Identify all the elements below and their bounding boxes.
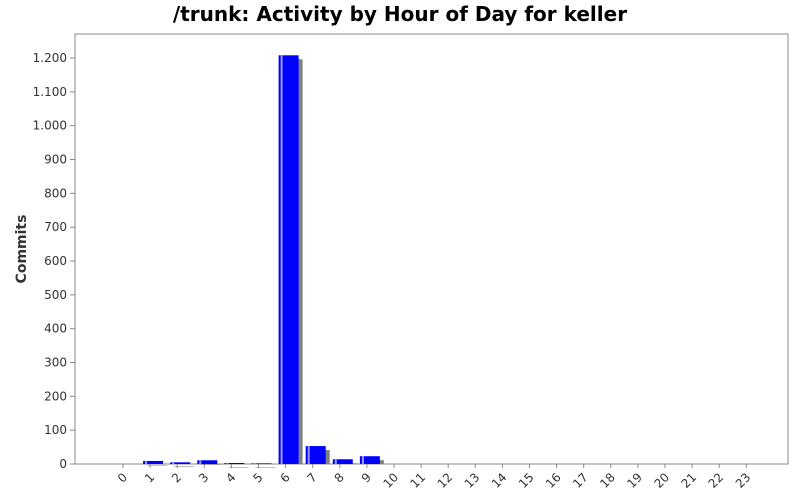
x-tick-label: 20 — [651, 470, 672, 491]
bar-highlight — [253, 463, 256, 464]
x-tick-label: 13 — [462, 470, 483, 491]
bar-highlight — [226, 462, 229, 464]
bar-shadow — [201, 464, 222, 465]
bar-2 — [170, 462, 191, 464]
bar-highlight — [172, 462, 175, 464]
x-tick-label: 8 — [332, 470, 347, 485]
x-tick-label: 14 — [489, 470, 510, 491]
bar-3 — [197, 460, 218, 464]
bar-9 — [359, 456, 380, 464]
y-axis: 0 100 200 300 400 500 600 700 800 900 1.000 1.100 1.… — [33, 51, 75, 471]
x-tick-label: 23 — [733, 470, 754, 491]
y-tick-label: 700 — [44, 220, 67, 234]
bar-8 — [332, 459, 353, 464]
x-tick-label: 22 — [706, 470, 727, 491]
x-tick-label: 0 — [115, 470, 130, 485]
y-tick-label: 100 — [44, 423, 67, 437]
bars — [143, 55, 384, 468]
y-tick-label: 200 — [44, 389, 67, 403]
x-tick-label: 21 — [679, 470, 700, 491]
x-tick-label: 1 — [142, 470, 157, 485]
x-tick-label: 18 — [597, 470, 618, 491]
x-tick-label: 10 — [380, 470, 401, 491]
y-tick-label: 500 — [44, 288, 67, 302]
x-tick-label: 9 — [359, 470, 374, 485]
x-tick-label: 19 — [624, 470, 645, 491]
bar-shadow — [147, 464, 168, 466]
bar-shadow — [228, 466, 249, 468]
bar-4 — [224, 462, 245, 464]
plot-area — [74, 33, 789, 465]
y-tick-label: 1.200 — [33, 51, 67, 65]
y-tick-label: 900 — [44, 153, 67, 167]
y-tick-label: 0 — [59, 457, 67, 471]
y-tick-label: 800 — [44, 186, 67, 200]
x-tick-label: 15 — [516, 470, 537, 491]
bar-6 — [278, 55, 299, 464]
bar-highlight — [145, 460, 148, 464]
bar-highlight — [280, 55, 283, 464]
x-tick-label: 12 — [435, 470, 456, 491]
x-tick-label: 11 — [408, 470, 429, 491]
x-tick-label: 2 — [169, 470, 184, 485]
bar-7 — [305, 446, 326, 464]
x-tick-label: 3 — [196, 470, 211, 485]
bar-highlight — [307, 446, 310, 464]
y-tick-label: 1.100 — [33, 85, 67, 99]
y-tick-label: 1.000 — [33, 119, 67, 133]
bar-1 — [143, 460, 164, 464]
y-tick-label: 300 — [44, 356, 67, 370]
x-tick-label: 16 — [543, 470, 564, 491]
x-axis: 0 1 2 3 4 5 6 7 8 9 10 11 12 13 14 15 16 17 18 19 20 21 22 23 — [115, 464, 754, 491]
chart-title: /trunk: Activity by Hour of Day for kell… — [172, 2, 628, 26]
y-tick-label: 400 — [44, 322, 67, 336]
bar-highlight — [361, 456, 364, 464]
x-tick-label: 4 — [223, 470, 238, 485]
y-axis-label: Commits — [14, 215, 30, 284]
bar-highlight — [334, 459, 337, 464]
x-tick-label: 7 — [305, 470, 320, 485]
x-tick-label: 5 — [250, 470, 265, 485]
bar-5 — [251, 463, 272, 464]
x-tick-label: 6 — [277, 470, 292, 485]
bar-shadow — [174, 466, 195, 467]
bar-highlight — [199, 460, 202, 464]
bar-shadow — [255, 467, 276, 468]
y-tick-label: 600 — [44, 254, 67, 268]
x-tick-label: 17 — [570, 470, 591, 491]
